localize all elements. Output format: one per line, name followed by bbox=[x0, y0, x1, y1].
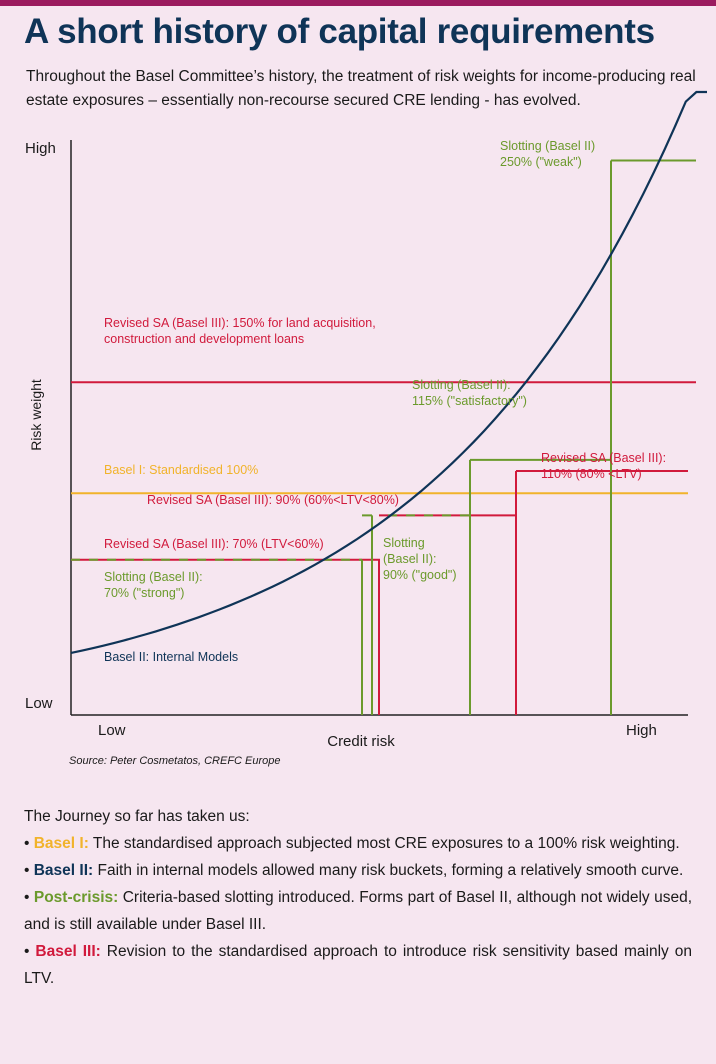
journey-item-basel3: • Basel III: Revision to the standardise… bbox=[24, 943, 693, 987]
page-title: A short history of capital requirements bbox=[24, 12, 655, 51]
y-tick-label: Low bbox=[25, 695, 53, 712]
journey-item-basel1: • Basel I: The standardised approach sub… bbox=[24, 835, 680, 852]
journey-text: Revision to the standardised approach to… bbox=[24, 943, 693, 987]
journey-item-post-crisis: • Post-crisis: Criteria-based slotting i… bbox=[24, 889, 692, 933]
annotation-sa-70: Revised SA (Basel III): 70% (LTV<60%) bbox=[104, 537, 324, 551]
annotation-slot-satisfactory: 115% ("satisfactory") bbox=[412, 394, 527, 408]
annotation-slot-strong: Slotting (Basel II): bbox=[104, 570, 203, 584]
annotation-internal-models: Basel II: Internal Models bbox=[104, 650, 238, 664]
journey-text: Faith in internal models allowed many ri… bbox=[93, 862, 684, 879]
annotation-slot-satisfactory: Slotting (Basel II): bbox=[412, 378, 511, 392]
journey-text: Criteria-based slotting introduced. Form… bbox=[24, 889, 692, 933]
journey-item-basel2: • Basel II: Faith in internal models all… bbox=[24, 862, 684, 879]
journey-section: The Journey so far has taken us: • Basel… bbox=[24, 803, 692, 992]
x-tick-label: High bbox=[626, 722, 657, 739]
journey-label: Post-crisis: bbox=[33, 889, 119, 906]
annotation-slot-good: (Basel II): bbox=[383, 552, 437, 566]
annotation-sa-110: Revised SA (Basel III): bbox=[541, 451, 666, 465]
top-accent-bar bbox=[0, 0, 716, 6]
annotation-slot-weak: Slotting (Basel II) bbox=[500, 139, 595, 153]
y-tick-label: High bbox=[25, 140, 56, 157]
annotation-slot-good: 90% ("good") bbox=[383, 568, 457, 582]
y-axis-label: Risk weight bbox=[28, 379, 44, 451]
annotation-basel1: Basel I: Standardised 100% bbox=[104, 463, 258, 477]
annotation-slot-weak: 250% ("weak") bbox=[500, 155, 582, 169]
annotation-sa-150: Revised SA (Basel III): 150% for land ac… bbox=[104, 316, 376, 330]
annotation-sa-150: construction and development loans bbox=[104, 332, 304, 346]
journey-intro: The Journey so far has taken us: bbox=[24, 808, 250, 825]
internal-models-curve bbox=[70, 90, 707, 654]
journey-text: The standardised approach subjected most… bbox=[88, 835, 680, 852]
sa-70-step bbox=[71, 558, 380, 715]
annotation-sa-90: Revised SA (Basel III): 90% (60%<LTV<80%… bbox=[147, 493, 399, 507]
annotation-sa-110: 110% (80% <LTV) bbox=[541, 467, 642, 481]
journey-label: Basel II: bbox=[33, 862, 94, 879]
annotation-slot-good: Slotting bbox=[383, 536, 425, 550]
x-axis-label: Credit risk bbox=[327, 733, 395, 750]
x-tick-label: Low bbox=[98, 722, 126, 739]
chart-source: Source: Peter Cosmetatos, CREFC Europe bbox=[69, 755, 281, 767]
journey-label: Basel I: bbox=[33, 835, 89, 852]
intro-paragraph: Throughout the Basel Committee’s history… bbox=[26, 68, 696, 109]
journey-label: Basel III: bbox=[35, 943, 101, 960]
annotation-slot-strong: 70% ("strong") bbox=[104, 586, 184, 600]
